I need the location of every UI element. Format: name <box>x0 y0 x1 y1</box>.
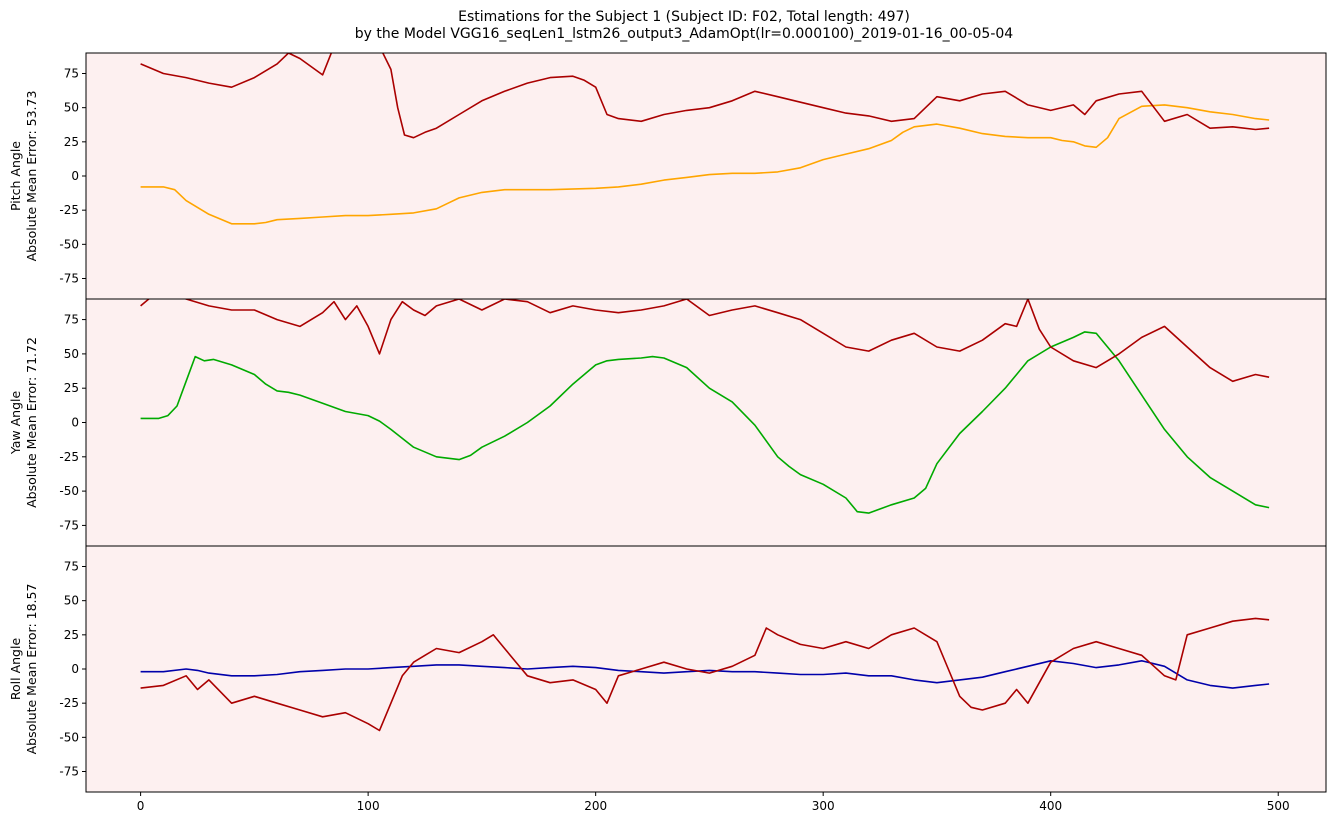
roll-plot-area <box>86 546 1326 792</box>
yaw-y-tick-label: -25 <box>59 450 79 464</box>
roll-y-tick-label: 0 <box>71 662 79 676</box>
yaw-plot-area <box>86 299 1326 546</box>
roll-x-tick-label: 200 <box>584 799 607 813</box>
yaw-ylabel-line2: Absolute Mean Error: 71.72 <box>24 337 39 508</box>
roll-x-tick-label: 0 <box>137 799 145 813</box>
roll-y-tick-label: -75 <box>59 765 79 779</box>
roll-y-tick-label: -50 <box>59 730 79 744</box>
pitch-estimate-line <box>140 53 1270 139</box>
pitch-ground-truth-line <box>140 104 1270 225</box>
yaw-y-tick-label: -75 <box>59 518 79 532</box>
roll-y-tick-label: 50 <box>64 594 79 608</box>
yaw-y-tick-label: 75 <box>64 313 79 327</box>
roll-ylabel-line1: Roll Angle <box>8 638 23 701</box>
pitch-panel: -75 -50 -25 0 25 50 75 Pitch Angle Absolute Mean… <box>8 52 1327 300</box>
pitch-plot-area <box>86 53 1326 299</box>
pitch-y-tick-label: -50 <box>59 237 79 251</box>
yaw-y-tick-label: 50 <box>64 347 79 361</box>
pitch-y-tick-label: -25 <box>59 203 79 217</box>
pitch-y-tick-label: 25 <box>64 135 79 149</box>
pitch-y-tick-label: -75 <box>59 272 79 286</box>
yaw-ylabel-line1: Yaw Angle <box>8 391 23 456</box>
pitch-y-tick-label: 75 <box>64 67 79 81</box>
roll-y-tick-label: -25 <box>59 696 79 710</box>
roll-x-tick-label: 400 <box>1039 799 1062 813</box>
yaw-estimate-line <box>140 299 1270 383</box>
roll-x-tick-label: 100 <box>357 799 380 813</box>
yaw-y-tick-label: -50 <box>59 484 79 498</box>
roll-x-tick-label: 300 <box>812 799 835 813</box>
pitch-y-tick-label: 50 <box>64 101 79 115</box>
figure-title-line1: Estimations for the Subject 1 (Subject I… <box>458 9 910 25</box>
yaw-y-tick-label: 25 <box>64 381 79 395</box>
roll-y-tick-label: 25 <box>64 628 79 642</box>
pitch-ylabel-line1: Pitch Angle <box>8 141 23 211</box>
yaw-y-tick-label: 0 <box>71 416 79 430</box>
yaw-panel: -75 -50 -25 0 25 50 75 Yaw Angle Absolute Mean E… <box>8 298 1327 547</box>
roll-estimate-line <box>140 617 1270 732</box>
roll-panel: -75 -50 -25 0 25 50 75 0 100 200 300 400 500 Roll Ang… <box>8 545 1327 813</box>
roll-ylabel-line2: Absolute Mean Error: 18.57 <box>24 584 39 755</box>
pitch-ylabel-line2: Absolute Mean Error: 53.73 <box>24 91 39 262</box>
pitch-y-tick-label: 0 <box>71 169 79 183</box>
roll-x-tick-label: 500 <box>1267 799 1290 813</box>
figure-title-line2: by the Model VGG16_seqLen1_lstm26_output… <box>355 26 1014 42</box>
roll-y-tick-label: 75 <box>64 560 79 574</box>
